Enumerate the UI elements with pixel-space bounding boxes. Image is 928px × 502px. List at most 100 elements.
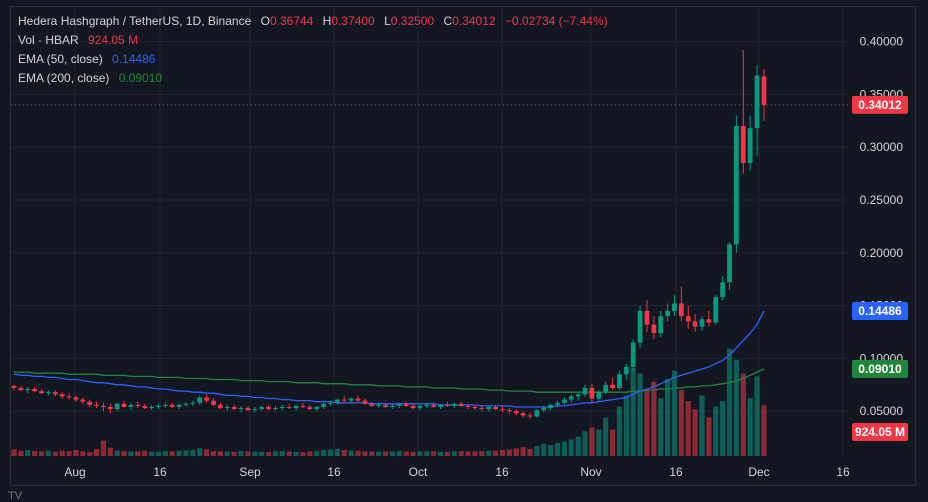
candle bbox=[328, 400, 333, 406]
candle-body bbox=[341, 399, 347, 401]
candle-body bbox=[211, 400, 216, 405]
candle bbox=[630, 339, 636, 372]
volume-bar bbox=[45, 450, 51, 456]
candle-body bbox=[300, 405, 306, 407]
x-tick-label: Oct bbox=[409, 465, 428, 479]
volume-bar bbox=[52, 451, 58, 456]
candle-body bbox=[162, 404, 168, 406]
candle-body bbox=[575, 394, 581, 397]
volume-row[interactable]: Vol · HBAR 924.05 M bbox=[18, 31, 608, 50]
volume-bar bbox=[176, 450, 182, 456]
ema200-row[interactable]: EMA (200, close) 0.09010 bbox=[18, 69, 608, 88]
x-tick-label: Nov bbox=[580, 465, 601, 479]
candle bbox=[458, 401, 464, 407]
volume-bar bbox=[348, 450, 354, 456]
candle-body bbox=[238, 408, 244, 410]
candle-body bbox=[273, 408, 278, 410]
volume-bar bbox=[437, 451, 444, 456]
candle bbox=[727, 242, 732, 290]
close-label: C bbox=[443, 14, 453, 28]
candle bbox=[376, 402, 382, 409]
candle-body bbox=[66, 396, 72, 398]
x-tick-label: Dec bbox=[748, 465, 769, 479]
candle bbox=[500, 405, 505, 413]
volume-bar bbox=[431, 451, 437, 456]
candle-body bbox=[692, 321, 698, 327]
volume-bars bbox=[11, 348, 767, 456]
candle bbox=[300, 402, 306, 409]
ema50-price-tag: 0.14486 bbox=[852, 302, 908, 321]
candle bbox=[699, 316, 705, 331]
high-label: H bbox=[322, 14, 332, 28]
volume-bar bbox=[100, 440, 107, 456]
volume-bar bbox=[389, 451, 395, 456]
candle-body bbox=[672, 303, 677, 311]
ema50-value: 0.14486 bbox=[112, 52, 156, 66]
candle bbox=[149, 404, 154, 411]
volume-bar bbox=[224, 451, 230, 456]
candle bbox=[73, 395, 79, 402]
candle-body bbox=[314, 406, 320, 410]
candle-body bbox=[637, 310, 643, 343]
volume-bar bbox=[513, 448, 519, 456]
candle bbox=[231, 404, 237, 411]
candle-body bbox=[376, 404, 382, 406]
volume-bar bbox=[128, 451, 134, 456]
candle-body bbox=[555, 402, 560, 405]
grid-lines bbox=[11, 7, 848, 456]
candle-body bbox=[734, 126, 739, 245]
candle bbox=[87, 399, 93, 407]
volume-bar bbox=[341, 449, 347, 456]
candle-body bbox=[39, 391, 44, 394]
volume-bar bbox=[25, 449, 31, 456]
volume-bar bbox=[527, 448, 533, 456]
candle-body bbox=[479, 408, 485, 410]
candle-body bbox=[369, 403, 375, 406]
volume-bar bbox=[93, 448, 100, 456]
candle bbox=[211, 398, 216, 406]
candle-body bbox=[18, 387, 24, 391]
symbol-title[interactable]: Hedera Hashgraph / TetherUS, 1D, Binance bbox=[18, 14, 252, 28]
volume-bar bbox=[720, 401, 726, 456]
volume-bar bbox=[334, 448, 340, 456]
candle-body bbox=[596, 392, 602, 399]
volume-bar bbox=[747, 398, 753, 456]
candle-body bbox=[218, 404, 223, 409]
candle bbox=[80, 397, 86, 404]
candle-body bbox=[231, 406, 237, 410]
candle-body bbox=[396, 403, 402, 406]
volume-bar bbox=[279, 451, 285, 456]
candle-body bbox=[486, 406, 492, 410]
candle bbox=[101, 402, 106, 412]
open-value: 0.36744 bbox=[269, 14, 314, 28]
volume-bar bbox=[582, 431, 588, 456]
candle bbox=[190, 400, 196, 406]
volume-bar bbox=[155, 451, 162, 456]
volume-bar bbox=[740, 373, 746, 456]
ema50-row[interactable]: EMA (50, close) 0.14486 bbox=[18, 50, 608, 69]
volume-bar bbox=[362, 451, 368, 456]
candle bbox=[39, 389, 44, 395]
candle bbox=[438, 403, 443, 410]
candle-body bbox=[59, 394, 65, 397]
volume-bar bbox=[190, 449, 196, 456]
volume-bar bbox=[11, 449, 17, 456]
volume-bar bbox=[699, 395, 705, 456]
volume-bar bbox=[265, 452, 272, 456]
volume-bar bbox=[637, 373, 643, 456]
volume-bar bbox=[307, 451, 313, 456]
candle bbox=[445, 401, 450, 407]
candle bbox=[403, 401, 409, 407]
volume-bar bbox=[506, 449, 512, 456]
volume-bar bbox=[472, 451, 478, 456]
volume-bar bbox=[417, 451, 423, 456]
candle bbox=[541, 405, 547, 413]
open-label: O bbox=[260, 14, 270, 28]
candle bbox=[252, 406, 258, 413]
volume-bar bbox=[107, 447, 113, 456]
volume-bar bbox=[114, 450, 120, 456]
volume-bar bbox=[644, 390, 650, 456]
candle bbox=[513, 409, 519, 416]
volume-bar bbox=[355, 450, 361, 456]
